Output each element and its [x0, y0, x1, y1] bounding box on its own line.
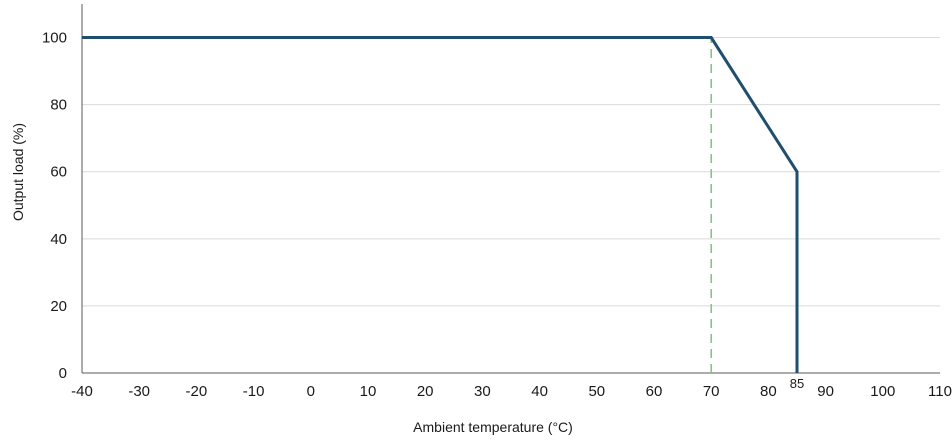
- y-tick-label-4: 80: [50, 97, 67, 114]
- x-tick-label-8: 40: [531, 383, 548, 400]
- x-tick-label-1: -30: [128, 383, 150, 400]
- x-tick-labels: -40 -30 -20 -10 0 10 20 30 40 50 60 70 80 90 100 110: [71, 383, 952, 400]
- y-tick-label-0: 0: [59, 365, 67, 382]
- x-tick-label-9: 50: [588, 383, 605, 400]
- x-tick-label-6: 20: [417, 383, 434, 400]
- y-axis-title: Output load (%): [10, 123, 26, 221]
- x-tick-label-13: 90: [817, 383, 834, 400]
- x-tick-label-3: -10: [243, 383, 265, 400]
- x-tick-label-15: 110: [928, 383, 952, 400]
- y-tick-label-5: 100: [42, 30, 67, 47]
- x-tick-label-12: 80: [760, 383, 777, 400]
- grid-lines: [82, 37, 940, 307]
- y-tick-label-2: 40: [50, 231, 67, 248]
- x-tick-label-7: 30: [474, 383, 491, 400]
- axes: [81, 4, 940, 374]
- x-tick-label-10: 60: [646, 383, 663, 400]
- x-axis-title: Ambient temperature (°C): [413, 419, 573, 435]
- x-tick-label-5: 10: [360, 383, 377, 400]
- y-tick-label-1: 20: [50, 298, 67, 315]
- x-tick-label-11: 70: [703, 383, 720, 400]
- x-tick-label-14: 100: [870, 383, 895, 400]
- annotations: 85: [790, 376, 804, 391]
- annotation-0: 85: [790, 376, 804, 391]
- series-line-0: [82, 36, 799, 373]
- x-tick-label-4: 0: [307, 383, 315, 400]
- series: [82, 36, 799, 373]
- x-tick-label-2: -20: [186, 383, 208, 400]
- y-tick-labels: 0 20 40 60 80 100: [42, 30, 67, 382]
- y-tick-label-3: 60: [50, 164, 67, 181]
- x-tick-label-0: -40: [71, 383, 93, 400]
